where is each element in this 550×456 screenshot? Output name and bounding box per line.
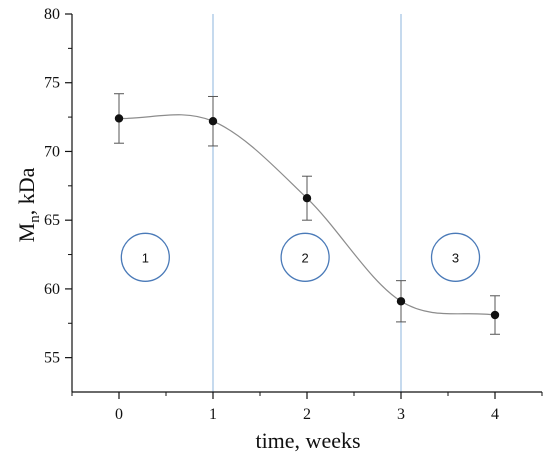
y-axis-label-main: M [14,223,39,243]
x-tick-label-2: 2 [303,406,311,423]
error-bars [114,93,500,335]
vertical-lines [212,14,402,392]
y-tick-label-70: 70 [44,143,60,160]
zone-label-2: 2 [302,250,309,265]
zone-label-1: 1 [142,250,149,265]
x-axis-label: time, weeks [255,428,360,453]
y-tick-label-60: 60 [44,281,60,298]
y-tick-label-80: 80 [44,6,60,23]
data-point-4 [490,310,500,320]
y-axis-label: Mn, kDa [14,167,43,242]
zone-markers: 1 2 3 [120,232,481,282]
zone-circle-2 [280,232,330,282]
zone-label-3: 3 [452,250,459,265]
data-points [114,114,500,320]
zone-circle-1 [120,232,170,282]
x-tick-label-4: 4 [491,406,499,423]
data-point-2 [302,193,312,203]
axes: 55 60 65 70 75 80 0 1 2 3 4 [44,6,543,423]
data-point-3 [396,297,406,306]
data-point-1 [208,117,218,126]
y-axis-label-unit: , kDa [14,167,39,215]
data-point-0 [114,114,124,123]
x-tick-label-0: 0 [115,406,123,423]
y-tick-label-75: 75 [44,75,60,92]
y-tick-label-55: 55 [44,350,60,367]
y-tick-label-65: 65 [44,212,60,229]
x-tick-label-3: 3 [397,406,405,423]
zone-circle-3 [430,232,481,282]
x-tick-label-1: 1 [209,406,217,423]
y-axis-label-sub: n [27,215,43,223]
